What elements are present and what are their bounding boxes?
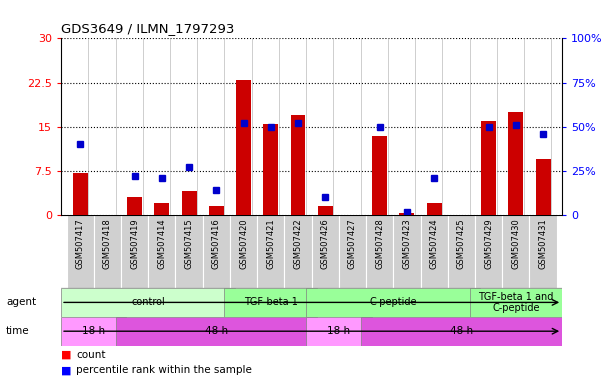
Text: GSM507417: GSM507417: [76, 219, 85, 270]
Text: 18 h: 18 h: [327, 326, 350, 336]
Text: GSM507415: GSM507415: [185, 219, 194, 269]
Bar: [481, 121, 496, 215]
Text: GSM507427: GSM507427: [348, 219, 357, 270]
Bar: [61, 288, 235, 317]
Bar: [475, 215, 502, 288]
Text: GSM507418: GSM507418: [103, 219, 112, 270]
Text: agent: agent: [6, 297, 36, 308]
Text: percentile rank within the sample: percentile rank within the sample: [76, 365, 252, 375]
Text: TGF-beta 1 and
C-peptide: TGF-beta 1 and C-peptide: [478, 291, 554, 313]
Bar: [366, 215, 393, 288]
Bar: [127, 197, 142, 215]
Bar: [530, 215, 557, 288]
Text: GSM507421: GSM507421: [266, 219, 276, 269]
Text: ■: ■: [61, 365, 71, 375]
Bar: [400, 213, 414, 215]
Text: TGF-beta 1: TGF-beta 1: [244, 297, 298, 308]
Text: GSM507419: GSM507419: [130, 219, 139, 269]
Bar: [508, 112, 523, 215]
Bar: [290, 115, 306, 215]
Bar: [263, 124, 278, 215]
Bar: [121, 215, 148, 288]
Bar: [306, 288, 480, 317]
Text: GSM507428: GSM507428: [375, 219, 384, 270]
Bar: [426, 203, 442, 215]
Bar: [257, 215, 284, 288]
Text: GSM507426: GSM507426: [321, 219, 330, 270]
Bar: [448, 215, 475, 288]
Bar: [360, 317, 562, 346]
Bar: [61, 317, 126, 346]
Bar: [536, 159, 551, 215]
Text: C-peptide: C-peptide: [370, 297, 417, 308]
Bar: [73, 173, 87, 215]
Bar: [312, 215, 339, 288]
Bar: [502, 215, 530, 288]
Bar: [155, 203, 169, 215]
Bar: [148, 215, 175, 288]
Bar: [93, 215, 121, 288]
Bar: [284, 215, 312, 288]
Bar: [236, 79, 251, 215]
Text: GSM507414: GSM507414: [158, 219, 166, 269]
Bar: [318, 206, 333, 215]
Bar: [339, 215, 366, 288]
Bar: [393, 215, 420, 288]
Bar: [224, 288, 317, 317]
Text: 48 h: 48 h: [205, 326, 228, 336]
Text: control: control: [131, 297, 165, 308]
Text: GSM507423: GSM507423: [403, 219, 411, 270]
Bar: [372, 136, 387, 215]
Text: 18 h: 18 h: [82, 326, 105, 336]
Text: GSM507416: GSM507416: [212, 219, 221, 270]
Bar: [203, 215, 230, 288]
Text: GSM507429: GSM507429: [484, 219, 493, 269]
Text: GSM507431: GSM507431: [538, 219, 547, 270]
Text: GSM507420: GSM507420: [239, 219, 248, 269]
Bar: [175, 215, 203, 288]
Text: time: time: [6, 326, 30, 336]
Bar: [230, 215, 257, 288]
Bar: [420, 215, 448, 288]
Text: count: count: [76, 350, 106, 360]
Text: ■: ■: [61, 350, 71, 360]
Text: 48 h: 48 h: [450, 326, 473, 336]
Text: GSM507422: GSM507422: [293, 219, 302, 269]
Bar: [306, 317, 371, 346]
Text: GSM507424: GSM507424: [430, 219, 439, 269]
Text: GDS3649 / ILMN_1797293: GDS3649 / ILMN_1797293: [61, 22, 235, 35]
Text: GSM507425: GSM507425: [457, 219, 466, 269]
Bar: [67, 215, 93, 288]
Bar: [115, 317, 317, 346]
Text: GSM507430: GSM507430: [511, 219, 521, 270]
Bar: [469, 288, 562, 317]
Bar: [181, 192, 197, 215]
Bar: [209, 206, 224, 215]
